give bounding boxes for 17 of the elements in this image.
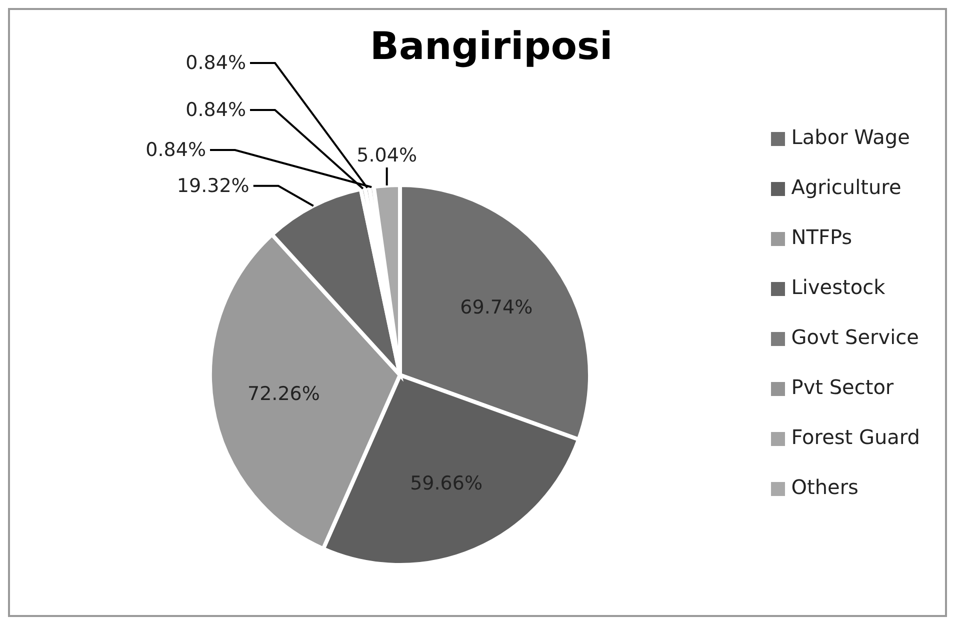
data-label: 0.84% (186, 99, 246, 121)
legend-label: Livestock (791, 274, 886, 298)
legend-label: Others (791, 474, 858, 498)
legend-label: Forest Guard (791, 424, 920, 448)
legend-label: Pvt Sector (791, 374, 894, 398)
data-label: 5.04% (356, 144, 418, 166)
data-label: 0.84% (186, 52, 246, 74)
data-label: 72.26% (248, 382, 320, 405)
legend-label: Agriculture (791, 174, 902, 198)
legend-label: Govt Service (791, 324, 919, 348)
data-label: 69.74% (460, 296, 533, 318)
data-label: 19.32% (176, 174, 250, 197)
data-label: 0.84% (146, 139, 206, 161)
chart-title: Bangiriposi (370, 24, 613, 68)
legend-label: Labor Wage (791, 124, 910, 148)
data-label: 59.66% (410, 472, 483, 494)
legend-label: NTFPs (791, 224, 852, 248)
